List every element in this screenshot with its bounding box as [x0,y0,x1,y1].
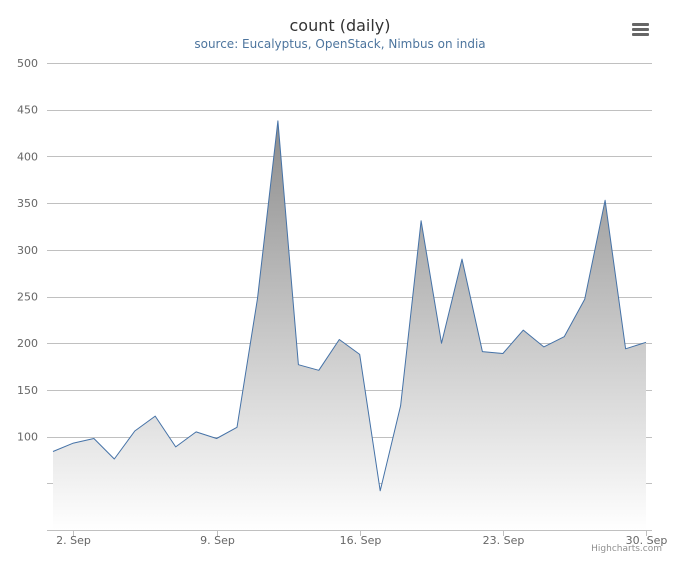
credits-link[interactable]: Highcharts.com [591,544,662,554]
chart-title: count (daily) [289,16,391,35]
x-tick-label: 2. Sep [56,534,91,547]
x-tick-label: 30. Sep [626,534,668,547]
series-area [52,120,647,531]
y-tick-label: 100 [17,431,38,444]
x-tick-label: 23. Sep [483,534,525,547]
chart-subtitle: source: Eucalyptus, OpenStack, Nimbus on… [194,37,486,51]
x-tick-label: 16. Sep [340,534,382,547]
y-tick-label: 250 [17,291,38,304]
x-tick-label: 9. Sep [200,534,235,547]
y-tick-label: 300 [17,244,38,257]
y-tick-label: 450 [17,104,38,117]
y-tick-label: 350 [17,197,38,210]
series-area-fill [53,120,646,531]
context-menu-button[interactable] [628,18,654,40]
series-line [52,120,647,492]
y-tick-label: 200 [17,337,38,350]
y-tick-label: 150 [17,384,38,397]
y-tick-label: 500 [17,57,38,70]
y-axis: 100 150 200 250 300 350 400 450 500 [17,57,38,444]
y-tick-label: 400 [17,150,38,163]
x-axis: 2. Sep 9. Sep 16. Sep 23. Sep 30. Sep [47,530,667,547]
